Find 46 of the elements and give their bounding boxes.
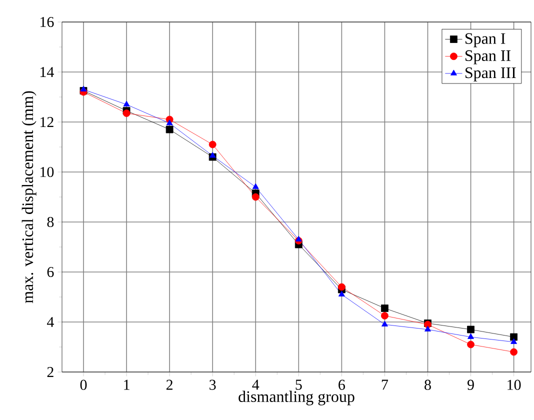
point [468, 333, 474, 339]
point [252, 193, 260, 201]
x-tick-label: 5 [296, 380, 302, 390]
point [467, 326, 474, 334]
point [122, 110, 130, 117]
y-axis-title: max. vertical displacement (mm) [22, 91, 36, 304]
y-tick-label: 6 [47, 266, 54, 278]
point [208, 140, 216, 148]
x-axis-title: dismantling group [238, 390, 354, 406]
point [166, 126, 174, 134]
legend-label: Span II [466, 50, 511, 64]
point [381, 320, 388, 326]
point [338, 290, 345, 296]
point [381, 312, 388, 320]
point [467, 340, 474, 348]
y-tick-label: 8 [47, 216, 54, 228]
point [381, 304, 388, 312]
y-tick-label: 2 [47, 367, 54, 377]
x-tick-label: 1 [124, 380, 130, 390]
x-tick-label: 8 [424, 380, 431, 390]
legend-label: Span I [466, 33, 506, 48]
point [510, 348, 518, 356]
point [510, 333, 518, 341]
point [510, 338, 518, 344]
y-tick-label: 16 [40, 16, 54, 28]
x-tick-label: 3 [210, 380, 216, 390]
x-tick-label: 4 [252, 380, 260, 390]
point [166, 120, 173, 126]
x-tick-label: 2 [166, 380, 172, 390]
legend-label: Span III [466, 67, 516, 82]
point [209, 152, 216, 158]
point [252, 183, 259, 189]
y-tick-label: 12 [40, 117, 54, 127]
y-tick-label: 14 [40, 67, 54, 77]
x-tick-label: 0 [80, 380, 87, 390]
x-tick-label: 7 [382, 380, 388, 390]
point [338, 283, 346, 291]
y-tick-label: 4 [47, 317, 54, 327]
y-tick-label: 10 [40, 166, 54, 178]
x-tick-label: 9 [468, 380, 474, 390]
point [295, 236, 302, 242]
point [424, 326, 431, 332]
point [123, 100, 130, 106]
x-tick-label: 6 [338, 380, 345, 390]
x-tick-label: 10 [508, 380, 521, 390]
point [80, 86, 87, 92]
